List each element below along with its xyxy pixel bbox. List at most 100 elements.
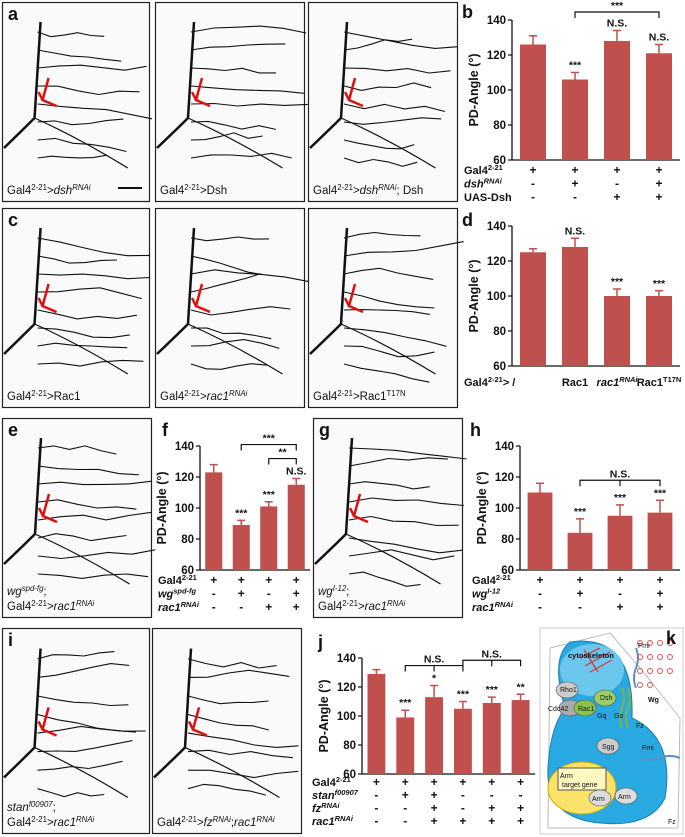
row-label: Gal42-21 [472, 573, 511, 588]
genotype-mark: + [655, 177, 662, 191]
panel-letter: c [8, 210, 18, 230]
genotype-mark: - [461, 801, 465, 815]
neuron-trunk [153, 648, 193, 779]
bracket-label: N.S. [610, 468, 631, 480]
significance-bracket [462, 659, 522, 667]
genotype-mark: - [573, 190, 577, 204]
text-segment: RNAi [72, 183, 90, 192]
genotype-mark: - [618, 587, 622, 601]
genotype-mark: + [459, 814, 466, 828]
text-segment: 2-21 [488, 375, 503, 384]
bar [287, 484, 305, 570]
neuron-branch [190, 339, 280, 349]
neuron-branch [37, 573, 149, 579]
text-segment: rac1 [158, 602, 181, 614]
panel-letter: b [462, 2, 473, 22]
y-tick-label: 120 [487, 50, 506, 62]
bar [367, 673, 386, 774]
neuron-branch [190, 43, 286, 51]
y-tick-label: 140 [337, 653, 356, 665]
text-segment: RNAi [484, 176, 503, 185]
pd-angle-marker [343, 283, 364, 314]
panel-letter: j [317, 632, 323, 652]
y-tick-label: 80 [343, 740, 356, 752]
error-bar [616, 504, 624, 516]
error-bar [655, 290, 663, 296]
neuron-branch [187, 769, 299, 779]
text-segment: 2-21 [337, 389, 353, 398]
error-bar [613, 288, 621, 296]
text-segment: RNAi [335, 814, 354, 823]
genotype-mark: + [536, 573, 543, 587]
genotype-mark: + [402, 788, 409, 802]
genotype-mark: + [517, 775, 524, 789]
text-segment: 2-21 [31, 815, 47, 824]
wg-particle [637, 682, 643, 688]
image-caption: Gal42-21>rac1RNAi [318, 599, 406, 614]
text-segment: dsh [54, 185, 73, 197]
wg-particle [667, 654, 673, 660]
bar-chart: h 60 80 100 120 140 PD-Angle (°) *** *** *** N.S. G… [470, 420, 680, 614]
neuron-branch [37, 309, 137, 320]
neuron-branch [37, 327, 130, 339]
neuron-lower [184, 746, 280, 798]
neuron-branch [190, 67, 276, 74]
text-segment: 2-21 [488, 163, 503, 172]
significance-label: *** [486, 684, 499, 696]
neuron-branch [190, 85, 304, 94]
text-segment: ; [231, 817, 234, 829]
diagram-label: Cdc42 [548, 706, 568, 713]
error-bar [372, 668, 381, 674]
text-segment: 2-21 [31, 183, 47, 192]
pd-angle-marker [37, 707, 58, 737]
diagram-label: Gq [597, 713, 606, 720]
text-segment: Gal4 [464, 165, 489, 177]
neuron-branch [37, 237, 150, 257]
diagram-label: Arm [560, 773, 573, 780]
diagram-label: Go [614, 713, 623, 720]
genotype-mark: - [374, 814, 378, 828]
genotype-mark: + [431, 775, 438, 789]
neuron-branch [187, 658, 277, 669]
genotype-mark: + [373, 775, 380, 789]
row-label: wgspd-fg [158, 586, 197, 601]
bar-chart: b 60 80 100 120 140 PD-Angle (°) *** N.S. N.S. ***… [462, 0, 680, 204]
neuron-branch [348, 497, 465, 507]
pd-angle-marker [37, 493, 58, 524]
genotype-mark: - [578, 600, 582, 614]
genotype-mark: - [267, 587, 271, 601]
y-tick-label: 100 [175, 503, 194, 515]
bar [645, 296, 673, 366]
neuron-branch [343, 345, 435, 358]
genotype-mark: + [616, 573, 623, 587]
text-segment: RNAi [256, 815, 274, 824]
neuron-branch [187, 783, 266, 796]
text-segment: rac1 [472, 602, 495, 614]
wg-particle [637, 640, 643, 646]
neuron-trunk [3, 648, 42, 779]
neuron-branch [37, 287, 142, 300]
x-tick-label: Rac1 [562, 377, 588, 389]
bracket-label: N.S. [482, 648, 503, 660]
text-segment: RNAi [229, 389, 247, 398]
diagram-label: Fmi [638, 643, 650, 650]
genotype-mark: + [656, 600, 663, 614]
text-segment: Gal4 [7, 817, 32, 829]
image-panel: Gal42-21>dshRNAi; Dsh [307, 1, 459, 203]
image-panel: Gal42-21>rac1RNAi [154, 207, 309, 409]
bracket-label: ** [278, 447, 287, 459]
fmi-receptor [633, 647, 681, 761]
genotype-mark: + [517, 814, 524, 828]
text-segment: f00907 [29, 800, 54, 809]
neuron-branch [343, 231, 421, 239]
neuron-branch [37, 359, 144, 367]
gene-box [557, 767, 607, 791]
error-bar [516, 693, 525, 701]
text-segment: wg [7, 586, 22, 598]
diagram-label: Arm [618, 794, 631, 801]
y-tick-label: 140 [175, 441, 194, 453]
neuron-branch [37, 465, 139, 476]
